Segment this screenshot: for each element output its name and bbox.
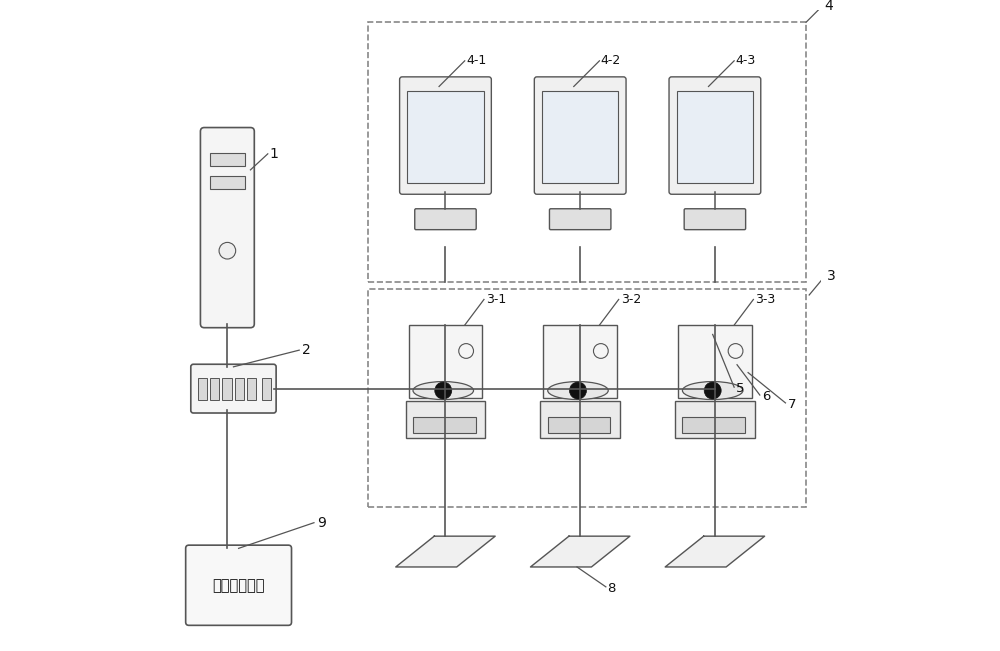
Bar: [198, 378, 207, 400]
Polygon shape: [665, 536, 765, 567]
Circle shape: [704, 382, 721, 399]
Bar: [222, 378, 232, 400]
Bar: [210, 152, 245, 166]
Bar: [407, 90, 484, 183]
FancyBboxPatch shape: [684, 209, 746, 230]
Bar: [540, 400, 620, 437]
Circle shape: [435, 382, 452, 399]
Bar: [675, 400, 755, 437]
Text: 8: 8: [607, 582, 616, 595]
FancyBboxPatch shape: [191, 365, 276, 413]
Bar: [413, 417, 476, 434]
Bar: [262, 378, 271, 400]
Bar: [368, 288, 806, 506]
FancyBboxPatch shape: [669, 77, 761, 194]
Text: 3: 3: [827, 269, 836, 283]
Circle shape: [459, 344, 474, 358]
Bar: [210, 378, 219, 400]
Text: 4: 4: [824, 0, 833, 13]
Polygon shape: [530, 536, 630, 567]
FancyBboxPatch shape: [186, 545, 292, 626]
Bar: [235, 378, 244, 400]
Bar: [542, 90, 618, 183]
Bar: [682, 417, 745, 434]
Text: 3-2: 3-2: [621, 293, 641, 306]
Polygon shape: [396, 536, 495, 567]
Circle shape: [569, 382, 586, 399]
Bar: [406, 400, 485, 437]
Bar: [543, 326, 617, 398]
FancyBboxPatch shape: [534, 77, 626, 194]
Circle shape: [593, 344, 608, 358]
Bar: [368, 22, 806, 282]
Text: 6: 6: [762, 390, 770, 403]
Bar: [409, 326, 482, 398]
Ellipse shape: [413, 381, 474, 400]
Text: 7: 7: [787, 398, 796, 411]
Text: 4-2: 4-2: [601, 54, 621, 67]
Bar: [678, 326, 752, 398]
Text: 3-1: 3-1: [486, 293, 506, 306]
Text: 4-1: 4-1: [466, 54, 486, 67]
Ellipse shape: [548, 381, 608, 400]
Text: 1: 1: [269, 147, 278, 161]
FancyBboxPatch shape: [549, 209, 611, 230]
Text: 4-3: 4-3: [735, 54, 756, 67]
Bar: [247, 378, 256, 400]
Text: 5: 5: [736, 381, 745, 395]
Bar: [677, 90, 753, 183]
Bar: [548, 417, 610, 434]
Text: 3-3: 3-3: [755, 293, 776, 306]
Bar: [210, 176, 245, 189]
Circle shape: [728, 344, 743, 358]
FancyBboxPatch shape: [200, 128, 254, 327]
Text: 9: 9: [317, 516, 326, 530]
FancyBboxPatch shape: [400, 77, 491, 194]
Circle shape: [219, 242, 236, 259]
Text: 2: 2: [302, 343, 311, 357]
FancyBboxPatch shape: [415, 209, 476, 230]
Ellipse shape: [682, 381, 743, 400]
Text: 局域网服务器: 局域网服务器: [212, 577, 265, 593]
